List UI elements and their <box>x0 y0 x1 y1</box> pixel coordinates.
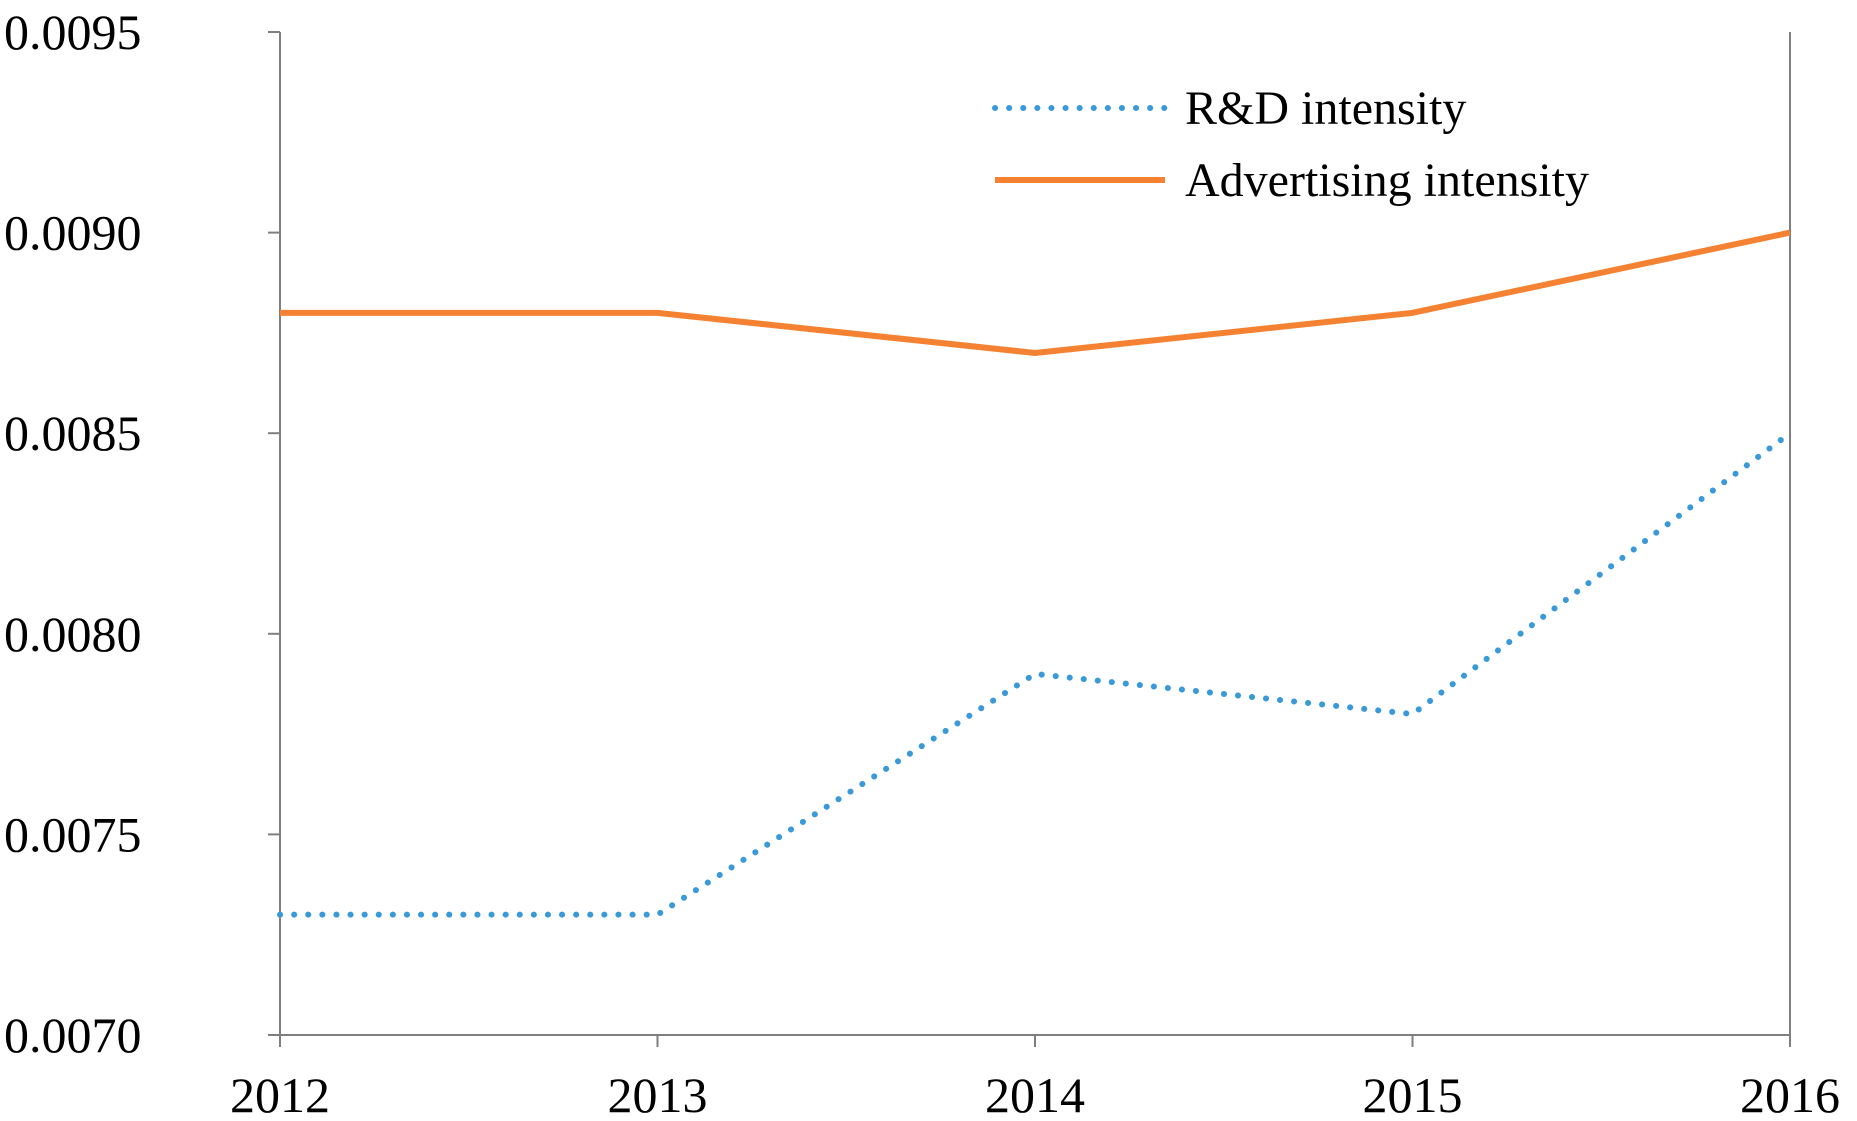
series-line-rd-intensity <box>277 430 1793 918</box>
y-tick-label: 0.0070 <box>4 1007 142 1063</box>
x-tick-label: 2012 <box>230 1067 330 1121</box>
y-tick-label: 0.0090 <box>4 205 142 261</box>
x-ticks: 2012 2013 2014 2015 2016 <box>230 1035 1840 1121</box>
y-tick-label: 0.0075 <box>4 806 142 862</box>
x-tick-label: 2013 <box>608 1067 708 1121</box>
x-tick-label: 2014 <box>985 1067 1085 1121</box>
x-tick-label: 2016 <box>1740 1067 1840 1121</box>
y-tick-label: 0.0085 <box>4 405 142 461</box>
x-tick-label: 2015 <box>1363 1067 1463 1121</box>
y-tick-label: 0.0095 <box>4 4 142 60</box>
series-layer <box>277 229 1793 918</box>
legend-label-advertising-intensity: Advertising intensity <box>1185 154 1589 207</box>
series-line-advertising-intensity <box>280 229 1791 356</box>
legend: R&D intensity Advertising intensity <box>992 82 1589 207</box>
legend-label-rd-intensity: R&D intensity <box>1185 82 1466 135</box>
y-tick-label: 0.0080 <box>4 606 142 662</box>
y-ticks: 0.0070 0.0075 0.0080 0.0085 0.0090 0.0095 <box>4 4 280 1063</box>
